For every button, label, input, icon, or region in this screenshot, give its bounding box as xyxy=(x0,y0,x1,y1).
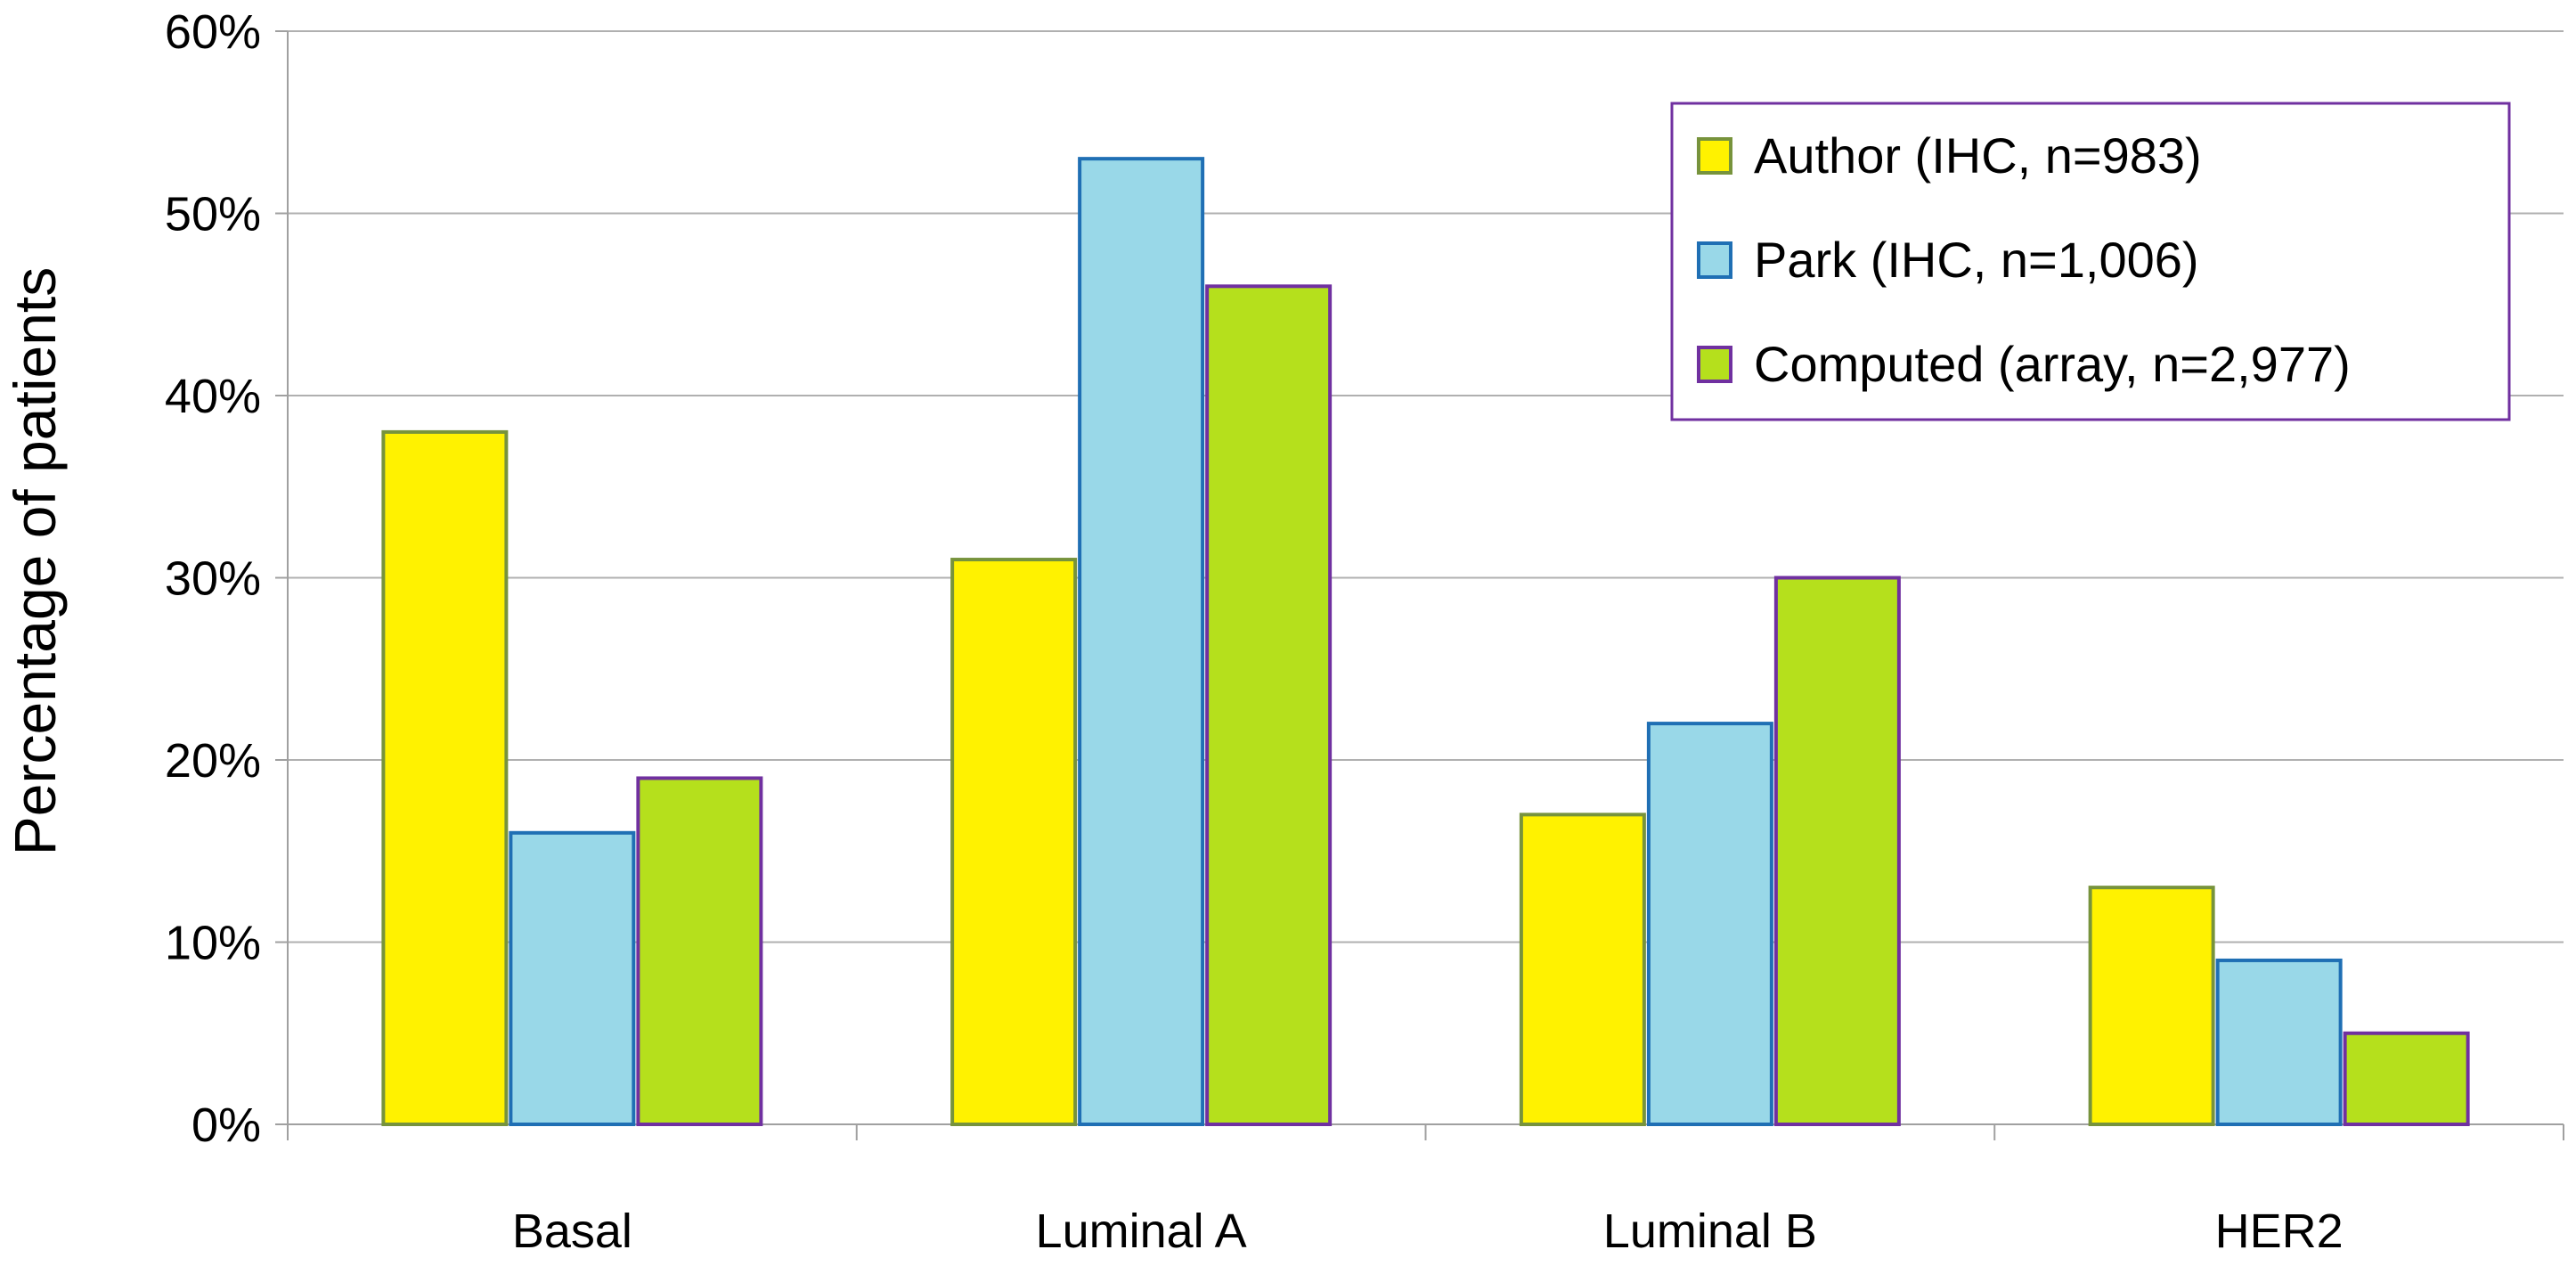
y-tick-labels: 0% 10% 20% 30% 40% 50% 60% xyxy=(165,5,261,1152)
bar xyxy=(2343,1031,2470,1126)
y-tick-label: 0% xyxy=(192,1099,261,1152)
bar xyxy=(1773,576,1901,1126)
bar xyxy=(2215,958,2343,1126)
category-label: Basal xyxy=(512,1205,632,1258)
bar xyxy=(636,776,763,1126)
y-tick-label: 60% xyxy=(165,5,261,59)
category-label: HER2 xyxy=(2215,1205,2344,1258)
category-label: Luminal A xyxy=(1036,1205,1247,1258)
bars xyxy=(381,157,2470,1127)
category-label: Luminal B xyxy=(1603,1205,1817,1258)
legend: Author (IHC, n=983) Park (IHC, n=1,006) Co… xyxy=(1670,102,2511,421)
y-axis-label: Percentage of patients xyxy=(2,267,68,855)
bar xyxy=(1078,157,1205,1126)
y-tick-label: 10% xyxy=(165,917,261,970)
legend-entry-label: Computed (array, n=2,977) xyxy=(1754,336,2351,392)
bar xyxy=(381,429,509,1126)
category-labels: Basal Luminal A Luminal B HER2 xyxy=(512,1205,2344,1258)
legend-swatch xyxy=(1697,137,1732,175)
y-tick-label: 50% xyxy=(165,188,261,241)
legend-box xyxy=(1670,102,2511,421)
y-tick-label: 40% xyxy=(165,370,261,423)
bar xyxy=(950,558,1078,1126)
bar xyxy=(2088,886,2215,1127)
bar xyxy=(1519,813,1646,1126)
y-tick-label: 20% xyxy=(165,734,261,788)
bar xyxy=(509,830,636,1126)
y-tick-label: 30% xyxy=(165,552,261,606)
bar xyxy=(1646,722,1773,1126)
legend-swatch xyxy=(1697,241,1732,279)
legend-swatch xyxy=(1697,346,1732,383)
bar xyxy=(1205,284,1333,1126)
legend-entry-label: Park (IHC, n=1,006) xyxy=(1754,232,2199,288)
legend-entry-label: Author (IHC, n=983) xyxy=(1754,127,2202,184)
